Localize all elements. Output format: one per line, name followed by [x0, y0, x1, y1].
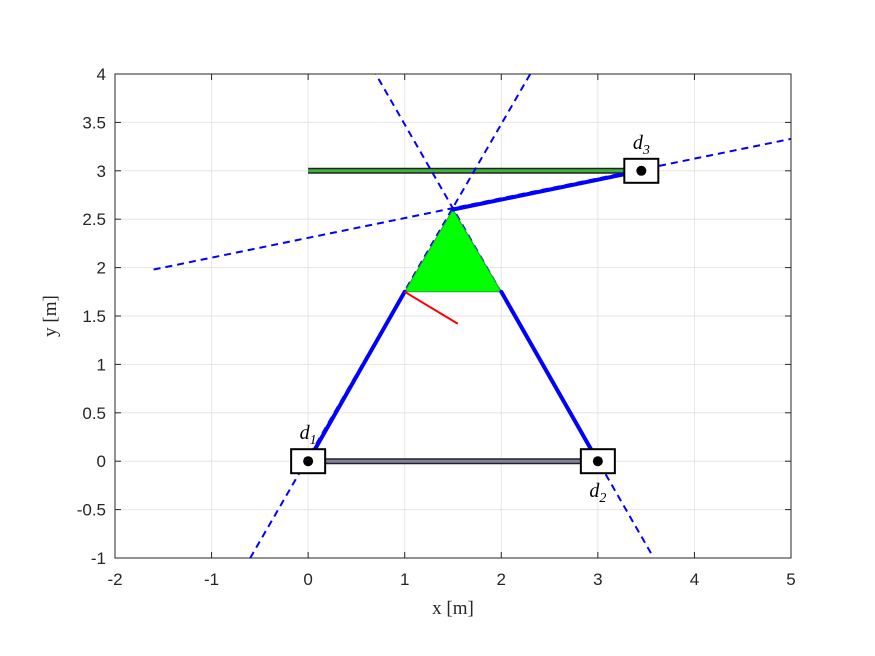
- actuator-joint: [303, 456, 314, 467]
- x-tick-label: 0: [303, 570, 312, 589]
- y-axis-label: y [m]: [40, 295, 61, 337]
- x-tick-label: 4: [690, 570, 699, 589]
- actuator-label-subscript: 3: [642, 143, 650, 158]
- actuator-joint: [592, 456, 603, 467]
- actuator-label-subscript: 2: [599, 491, 606, 506]
- y-tick-label: 3.5: [82, 113, 106, 132]
- ticks: -2 -1 0 1 2 3 4 5-1-0.500.511.522.533.54: [77, 65, 796, 589]
- y-tick-label: 0.5: [82, 404, 106, 423]
- x-tick-label: -1: [204, 570, 219, 589]
- y-tick-label: 4: [97, 65, 106, 84]
- leg: [451, 168, 644, 212]
- actuator-joint: [636, 165, 647, 176]
- leg: [306, 289, 407, 464]
- y-tick-label: 2.5: [82, 210, 106, 229]
- orientation-arrow: [404, 290, 459, 325]
- legs: [306, 168, 644, 464]
- leg: [499, 289, 600, 464]
- x-tick-label: 1: [400, 570, 409, 589]
- y-tick-label: 2: [97, 259, 106, 278]
- y-tick-label: 1.5: [82, 307, 106, 326]
- x-tick-label: 3: [593, 570, 602, 589]
- y-tick-label: 0: [97, 452, 106, 471]
- platform: [403, 208, 503, 293]
- orientation-arrow-line: [404, 290, 459, 325]
- y-tick-label: 1: [97, 355, 106, 374]
- x-tick-label: 5: [786, 570, 795, 589]
- x-tick-label: -2: [107, 570, 122, 589]
- x-axis-label: x [m]: [432, 598, 474, 619]
- actuator-label-subscript: 1: [310, 433, 317, 448]
- x-tick-label: 2: [497, 570, 506, 589]
- y-tick-label: -0.5: [77, 501, 106, 520]
- y-tick-label: -1: [91, 549, 106, 568]
- platform-triangle: [403, 208, 503, 293]
- y-tick-label: 3: [97, 162, 106, 181]
